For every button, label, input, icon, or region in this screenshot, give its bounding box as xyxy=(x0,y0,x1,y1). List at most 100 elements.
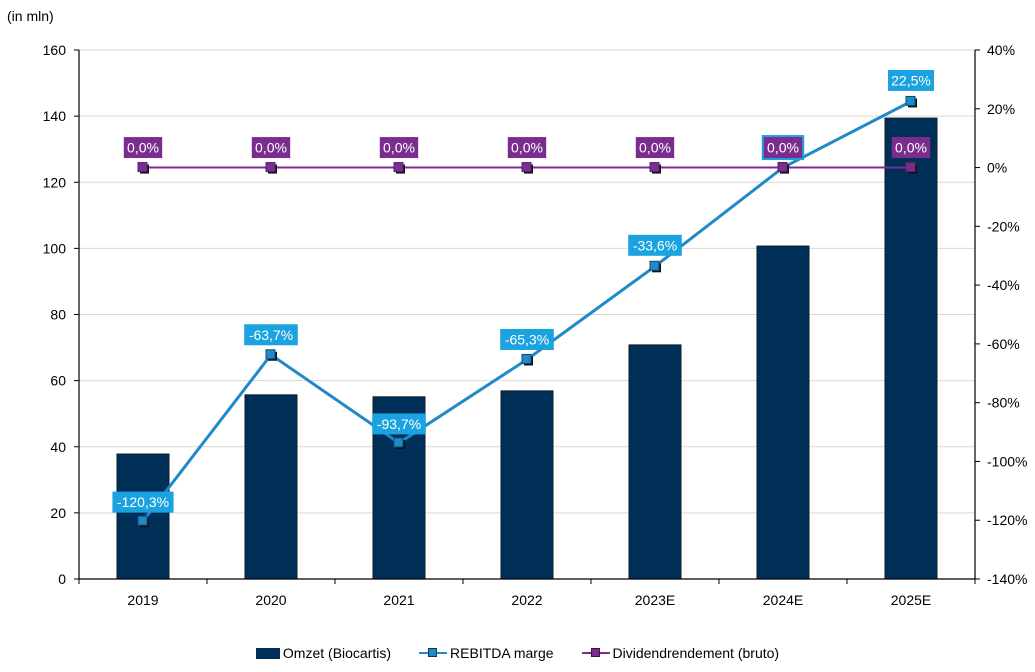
legend-label: Dividendrendement (bruto) xyxy=(612,645,780,661)
line-marker-swatch-icon xyxy=(581,647,610,659)
dividend-label-2023E: 0,0% xyxy=(635,137,675,159)
legend-label: REBITDA marge xyxy=(450,645,554,661)
bar-2025E xyxy=(884,117,938,580)
bar-2024E xyxy=(756,245,810,580)
rebitda-label-2023E: -33,6% xyxy=(628,234,682,256)
dividend-label-2020: 0,0% xyxy=(251,137,291,159)
label-box xyxy=(251,137,291,159)
x-tick-label: 2021 xyxy=(383,592,414,608)
x-tick-label: 2024E xyxy=(763,592,803,608)
marker-2023E xyxy=(649,260,660,271)
label-box xyxy=(507,137,547,159)
label-box xyxy=(891,137,931,159)
label-box xyxy=(372,413,426,435)
y-left-tick-label: 120 xyxy=(43,174,67,190)
label-box xyxy=(112,491,174,513)
marker-2023E xyxy=(649,162,660,173)
rebitda-label-2022: -65,3% xyxy=(500,328,554,350)
rebitda-label-2025E: 22,5% xyxy=(888,69,934,91)
y-right-tick-label: -40% xyxy=(987,277,1020,293)
legend: Omzet (Biocartis) REBITDA marge Dividend… xyxy=(0,645,1035,661)
gridlines xyxy=(79,49,975,514)
rebitda-label-2021: -93,7% xyxy=(372,413,426,435)
axes: 0 20 40 60 80 100 120 140 160 -140% -120% -100% -80%… xyxy=(43,42,1028,608)
label-box xyxy=(628,234,682,256)
bar-2023E xyxy=(628,344,682,580)
label-box xyxy=(763,137,803,159)
legend-item-dividend[interactable]: Dividendrendement (bruto) xyxy=(581,645,780,661)
label-box xyxy=(379,137,419,159)
x-tick-label: 2025E xyxy=(891,592,931,608)
y-right-tick-label: -100% xyxy=(987,453,1027,469)
y-right-tick-label: -120% xyxy=(987,512,1027,528)
y-right-tick-label: 20% xyxy=(987,101,1015,117)
y-left-tick-label: 20 xyxy=(50,505,66,521)
rebitda-label-2019: -120,3% xyxy=(112,491,174,513)
y-right-tick-label: -60% xyxy=(987,336,1020,352)
label-text: 0,0% xyxy=(895,140,927,156)
marker-2019 xyxy=(137,515,148,526)
y-left-tick-label: 40 xyxy=(50,439,66,455)
label-text: 0,0% xyxy=(639,140,671,156)
data-labels: -120,3% -63,7% -93,7% -65,3% -33,6% 22,5% 0,0%… xyxy=(112,69,934,513)
label-text: 0,0% xyxy=(127,140,159,156)
combo-chart: (in mln) 0 20 40 60 80 100 120 140 160 -140% -120%… xyxy=(7,8,1028,608)
y-left-tick-label: 60 xyxy=(50,373,66,389)
marker-2022 xyxy=(521,353,532,364)
dividend-label-2019: 0,0% xyxy=(123,137,163,159)
x-tick-label: 2019 xyxy=(127,592,158,608)
legend-item-omzet[interactable]: Omzet (Biocartis) xyxy=(255,645,392,661)
label-text: 22,5% xyxy=(891,72,931,88)
label-text: -65,3% xyxy=(505,331,549,347)
y-right-tick-label: 0% xyxy=(987,160,1007,176)
legend-item-rebitda[interactable]: REBITDA marge xyxy=(419,645,554,661)
x-tick-label: 2022 xyxy=(511,592,542,608)
label-text: -33,6% xyxy=(633,237,677,253)
line-marker-swatch-icon xyxy=(419,647,448,659)
y-left-tick-label: 140 xyxy=(43,108,67,124)
y-left-tick-label: 0 xyxy=(58,571,66,587)
bar-swatch-icon xyxy=(255,647,280,659)
label-text: -120,3% xyxy=(117,494,169,510)
y-right-tick-label: -20% xyxy=(987,218,1020,234)
marker-2021 xyxy=(393,437,404,448)
label-box xyxy=(500,328,554,350)
bar-2020 xyxy=(244,394,298,580)
label-text: 0,0% xyxy=(767,140,799,156)
marker-2020 xyxy=(265,162,276,173)
marker-2019 xyxy=(137,162,148,173)
label-text: 0,0% xyxy=(511,140,543,156)
label-box xyxy=(244,324,298,346)
label-text: -63,7% xyxy=(249,327,293,343)
x-tick-label: 2020 xyxy=(255,592,286,608)
x-tick-label: 2023E xyxy=(635,592,675,608)
y-left-tick-label: 160 xyxy=(43,42,67,58)
marker-2020 xyxy=(265,349,276,360)
label-text: -93,7% xyxy=(377,416,421,432)
y-right-tick-label: 40% xyxy=(987,42,1015,58)
bar-series xyxy=(116,117,938,580)
label-text: 0,0% xyxy=(255,140,287,156)
dividend-label-2025E: 0,0% xyxy=(891,137,931,159)
y-left-tick-label: 100 xyxy=(43,240,67,256)
marker-2021 xyxy=(393,162,404,173)
marker-2025E xyxy=(905,162,916,173)
rebitda-label-2020: -63,7% xyxy=(244,324,298,346)
dividend-label-2024E: 0,0% xyxy=(761,135,805,161)
marker-2024E xyxy=(777,162,788,173)
marker-2022 xyxy=(521,162,532,173)
y-right-tick-label: -140% xyxy=(987,571,1027,587)
bar-2022 xyxy=(500,390,554,580)
marker-2025E xyxy=(905,95,916,106)
unit-label: (in mln) xyxy=(7,8,54,24)
label-box xyxy=(635,137,675,159)
legend-label: Omzet (Biocartis) xyxy=(282,645,392,661)
label-box xyxy=(123,137,163,159)
line-series xyxy=(137,95,917,528)
y-right-tick-label: -80% xyxy=(987,395,1020,411)
label-text: 0,0% xyxy=(383,140,415,156)
dividend-label-2021: 0,0% xyxy=(379,137,419,159)
dividend-label-2022: 0,0% xyxy=(507,137,547,159)
label-box xyxy=(888,69,934,91)
y-left-tick-label: 80 xyxy=(50,307,66,323)
